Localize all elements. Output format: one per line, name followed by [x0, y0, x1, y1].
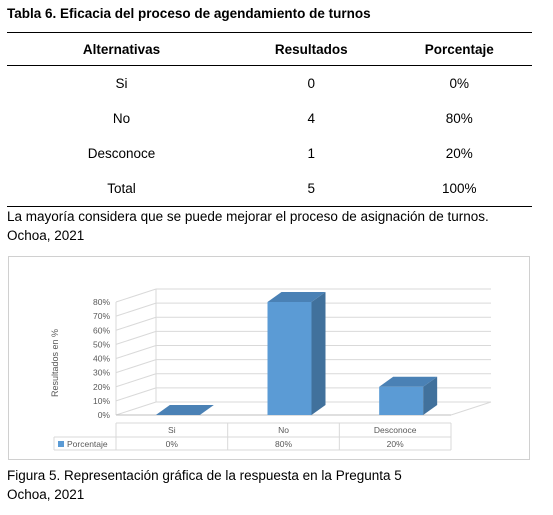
cell-porcentaje: 100%: [386, 171, 532, 207]
figure-caption: Figura 5. Representación gráfica de la r…: [7, 466, 402, 504]
gridline-side: [115, 387, 157, 402]
cell-alternativa: Total: [7, 171, 236, 207]
table-title: Tabla 6. Eficacia del proceso de agendam…: [7, 6, 371, 21]
note-text: La mayoría considera que se puede mejora…: [7, 209, 489, 224]
y-tick-label: 0%: [98, 410, 111, 420]
table-header-row: Alternativas Resultados Porcentaje: [7, 32, 532, 66]
x-tick-label: Desconoce: [374, 425, 417, 435]
caption-source: Ochoa, 2021: [7, 487, 85, 502]
legend-swatch: [58, 441, 64, 447]
results-note: La mayoría considera que se puede mejora…: [7, 207, 489, 245]
cell-alternativa: Desconoce: [87, 146, 156, 161]
caption-text: Figura 5. Representación gráfica de la r…: [7, 468, 402, 483]
gridline-side: [115, 373, 157, 388]
gridline-side: [115, 302, 157, 317]
legend-label: Porcentaje: [67, 439, 108, 449]
cell-porcentaje: 20%: [445, 146, 473, 161]
floor-right-edge: [450, 401, 492, 416]
y-tick-label: 70%: [93, 311, 110, 321]
table-row: No 4 80%: [7, 101, 532, 136]
gridline-side: [115, 359, 157, 374]
y-tick-label: 50%: [93, 339, 110, 349]
x-tick-label: Si: [168, 425, 176, 435]
cell-porcentaje: 80%: [445, 111, 473, 126]
bar-chart: Resultados en % 0% 10% 20% 30% 40% 50% 60% 70% 8…: [50, 288, 492, 451]
cell-alternativa: Si: [115, 76, 128, 91]
gridline-side: [115, 316, 157, 331]
y-tick-label: 30%: [93, 368, 110, 378]
bar-side: [423, 376, 438, 415]
header-alternativas: Alternativas: [7, 32, 236, 66]
table-row: Si 0 0%: [7, 66, 532, 102]
bar-top: [155, 405, 214, 415]
y-tick-label: 80%: [93, 297, 110, 307]
cell-resultado: 0: [307, 76, 315, 91]
bar: [267, 302, 312, 415]
cell-resultado: 4: [307, 111, 315, 126]
data-value-label: 0%: [166, 439, 179, 449]
x-tick-label: No: [278, 425, 289, 435]
bar-top: [379, 376, 438, 387]
cell-resultado: 1: [307, 146, 315, 161]
chart-container: Resultados en % 0% 10% 20% 30% 40% 50% 60% 70% 8…: [8, 256, 530, 460]
bar-top: [267, 292, 326, 302]
y-axis-label: Resultados en %: [50, 329, 60, 397]
gridline-side: [115, 330, 157, 345]
cell-resultado: 5: [236, 171, 387, 207]
note-source: Ochoa, 2021: [7, 228, 85, 243]
header-resultados: Resultados: [236, 32, 387, 66]
y-tick-label: 40%: [93, 354, 110, 364]
table-row: Desconoce 1 20%: [7, 136, 532, 171]
bar: [379, 386, 424, 415]
cell-porcentaje: 0%: [449, 76, 469, 91]
gridline-side: [115, 401, 157, 416]
bar-side: [311, 292, 326, 415]
y-tick-label: 20%: [93, 382, 110, 392]
gridline-side: [115, 288, 157, 303]
data-value-label: 80%: [275, 439, 292, 449]
table-row-total: Total 5 100%: [7, 171, 532, 207]
data-value-label: 20%: [387, 439, 404, 449]
y-tick-label: 10%: [93, 396, 110, 406]
header-porcentaje: Porcentaje: [386, 32, 532, 66]
results-table: Alternativas Resultados Porcentaje Si 0 …: [7, 32, 532, 207]
y-tick-label: 60%: [93, 325, 110, 335]
gridline-side: [115, 345, 157, 359]
cell-alternativa: No: [112, 111, 131, 126]
